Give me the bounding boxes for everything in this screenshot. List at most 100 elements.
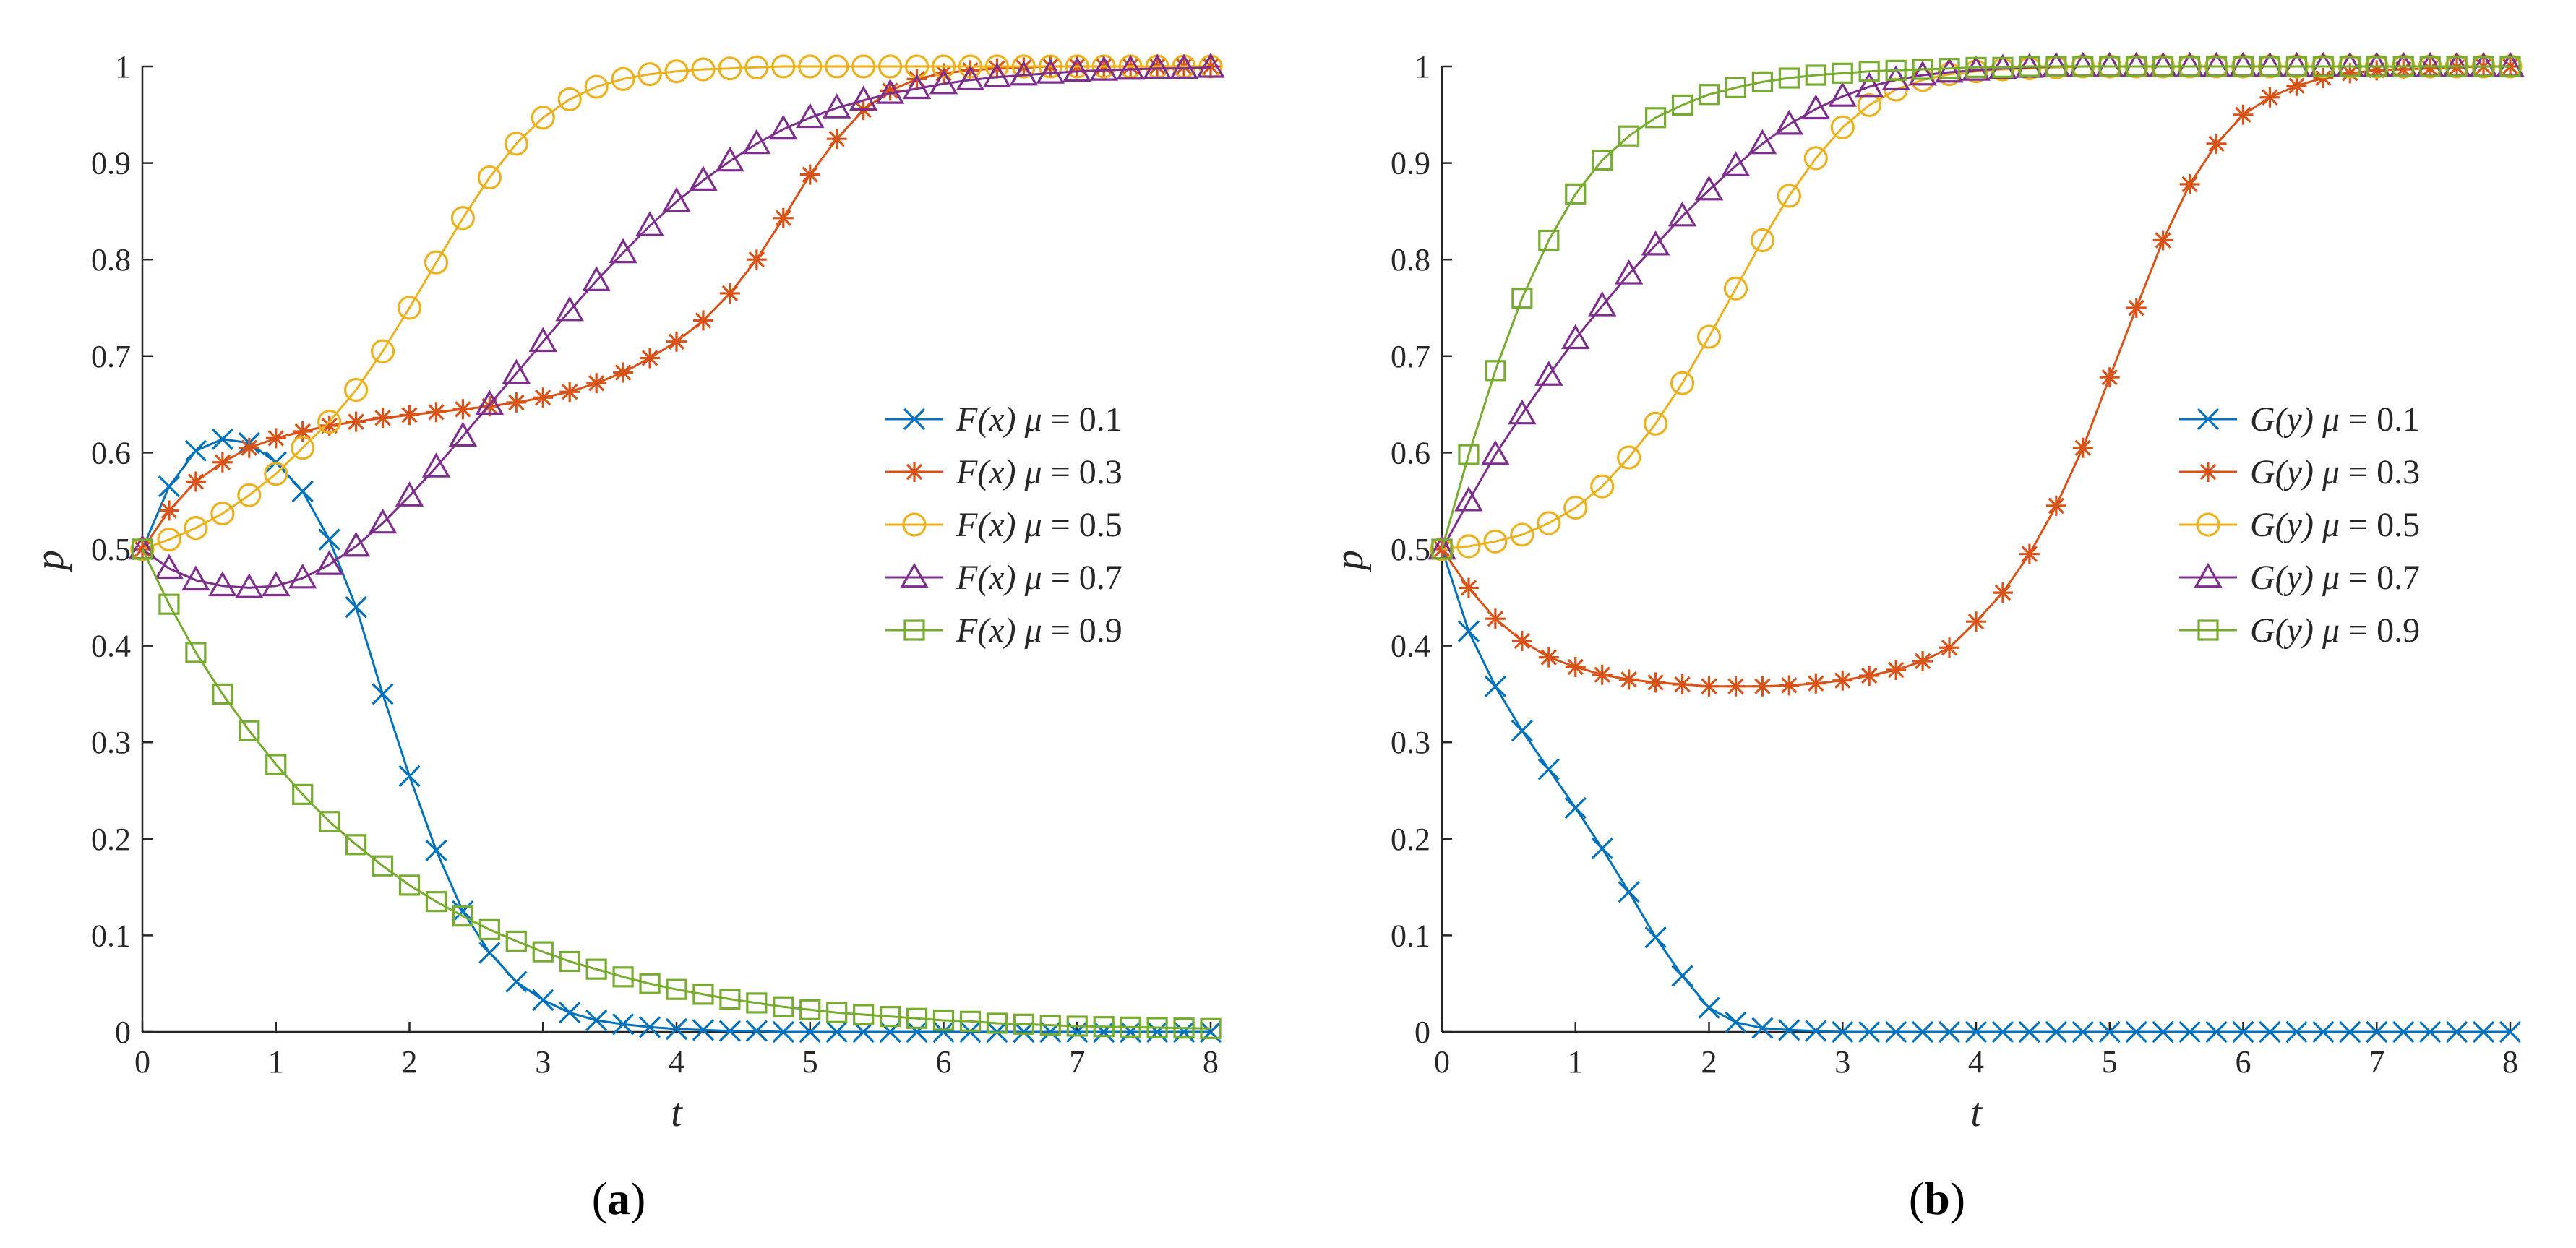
data-point <box>368 508 398 534</box>
data-point <box>664 59 689 84</box>
x-tick-label: 5 <box>802 1044 818 1080</box>
data-point <box>448 421 478 447</box>
data-point <box>1454 486 1483 512</box>
data-point <box>531 106 555 130</box>
data-point <box>1093 1020 1115 1043</box>
data-point <box>716 146 744 172</box>
data-point <box>2019 56 2040 77</box>
data-point <box>1645 107 1667 129</box>
x-tick-label: 1 <box>1568 1044 1584 1080</box>
legend-entry-label: G(y) μ = 0.1 <box>2250 400 2420 439</box>
x-tick-label: 8 <box>1203 1044 1219 1080</box>
series-square-mu-4 <box>1431 56 2521 560</box>
data-point <box>1537 511 1561 535</box>
data-point <box>1885 1020 1907 1043</box>
data-point <box>879 1006 901 1028</box>
data-point <box>318 528 340 551</box>
legend-entry-label: G(y) μ = 0.7 <box>2250 559 2420 597</box>
data-point <box>665 1017 688 1041</box>
panel-label: (a) <box>592 1173 646 1224</box>
data-point <box>478 918 500 940</box>
data-point <box>609 238 637 264</box>
data-point <box>1699 676 1720 697</box>
data-point <box>1508 399 1537 425</box>
data-point <box>559 950 580 973</box>
legend-marker <box>2197 408 2220 431</box>
x-tick-label: 3 <box>1834 1044 1850 1080</box>
data-point <box>772 1020 794 1043</box>
data-point <box>345 834 367 856</box>
data-point <box>1481 439 1510 465</box>
data-point <box>2446 56 2468 77</box>
data-point <box>261 571 291 597</box>
data-point <box>611 1013 635 1036</box>
legend-entry-label: F(x) μ = 0.5 <box>956 506 1122 544</box>
data-point <box>319 811 340 832</box>
data-point <box>1485 360 1506 382</box>
data-point <box>1698 84 1720 106</box>
data-point <box>372 408 393 429</box>
data-point <box>1009 60 1039 86</box>
data-point <box>1200 1017 1222 1039</box>
data-point <box>773 996 794 1017</box>
data-point <box>2099 367 2120 388</box>
y-tick-label: 0.4 <box>91 629 131 664</box>
data-point <box>692 1019 715 1041</box>
data-point <box>1614 259 1644 285</box>
data-point <box>613 362 634 383</box>
data-point <box>1560 324 1590 350</box>
data-point <box>1832 62 1853 84</box>
data-point <box>1483 529 1508 554</box>
y-tick-label: 0.6 <box>1391 435 1430 470</box>
data-point <box>1966 611 1986 632</box>
data-point <box>1885 59 1907 81</box>
data-point <box>2366 60 2387 81</box>
data-point <box>291 480 314 502</box>
legend-marker <box>2196 512 2220 537</box>
legend-marker <box>2194 562 2223 588</box>
data-point <box>1939 637 1960 658</box>
data-point <box>880 80 901 101</box>
data-point <box>158 500 179 521</box>
data-point <box>689 165 718 191</box>
data-point <box>2205 56 2228 77</box>
data-point <box>742 129 771 155</box>
data-point <box>1832 670 1853 691</box>
data-point <box>1511 288 1533 309</box>
data-point <box>2205 1020 2228 1043</box>
legend-marker <box>900 562 929 588</box>
data-point <box>611 66 635 91</box>
data-point <box>1935 57 1964 83</box>
data-point <box>505 930 527 952</box>
data-point <box>825 1020 848 1043</box>
data-point <box>505 971 528 993</box>
data-point <box>929 69 958 95</box>
data-point <box>319 415 340 436</box>
data-point <box>2472 1020 2495 1043</box>
data-point <box>372 683 394 705</box>
chart-panel-a: 0 1 2 3 4 5 6 7 8 0 0.1 0.2 0.3 0.4 0.5 0.6 0.7 0.8 0.9 1 t p… <box>27 49 1225 1224</box>
data-point <box>2473 56 2494 77</box>
data-point <box>158 593 180 615</box>
data-point <box>1618 669 1639 690</box>
data-point <box>1830 115 1855 139</box>
panel-label: (b) <box>1909 1173 1965 1224</box>
data-point <box>1196 53 1225 78</box>
data-point <box>960 60 981 81</box>
data-point <box>822 93 851 119</box>
data-point <box>2312 56 2334 77</box>
data-point <box>395 481 424 507</box>
data-point <box>185 471 206 492</box>
data-point <box>158 475 181 498</box>
data-point <box>212 452 233 473</box>
data-point <box>479 396 500 417</box>
data-point <box>1617 445 1641 470</box>
data-point <box>155 554 184 580</box>
data-point <box>987 58 1008 79</box>
x-tick-label: 4 <box>1968 1044 1984 1080</box>
data-point <box>719 283 740 304</box>
data-point <box>1645 672 1666 693</box>
data-point <box>1778 67 1800 89</box>
data-point <box>2045 1020 2067 1043</box>
